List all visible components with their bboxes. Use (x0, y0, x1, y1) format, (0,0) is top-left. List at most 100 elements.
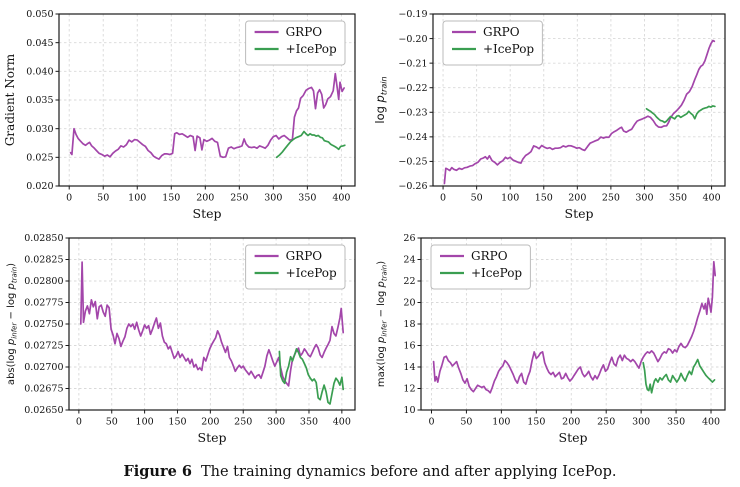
x-axis-label: Step (559, 430, 588, 445)
plot-border (68, 237, 356, 411)
y-tick-label: 22 (403, 276, 415, 287)
y-tick-label: 0.035 (26, 95, 53, 106)
y-axis-label-segment: p (376, 281, 387, 288)
y-axis-label-segment: abs(log (6, 345, 17, 385)
y-axis-label: log ptrain (373, 76, 389, 123)
plot-border (420, 237, 726, 411)
y-tick-label: 0.030 (26, 124, 53, 135)
charts-grid: 0 50 100 150 200 250 300 350 400 0.020 0.025 0.030 0… (0, 6, 726, 454)
figure-caption: Figure 6 The training dynamics before and… (0, 463, 740, 480)
x-tick-label: 300 (264, 193, 282, 204)
y-tick-label: 18 (403, 319, 415, 330)
x-tick-label: 150 (527, 417, 545, 428)
y-axis-label-segment: ) (376, 261, 387, 265)
legend-label-icepop: +IcePop (286, 266, 337, 280)
x-tick-label: 0 (440, 193, 446, 204)
x-axis-label: Step (565, 206, 594, 221)
y-tick-label: −0.23 (398, 107, 427, 118)
y-axis-label-segment: infer (381, 319, 389, 336)
y-tick-label: 26 (403, 233, 415, 244)
chart-max-logprob-diff: 0 50 100 150 200 250 300 350 400 10 12 14 16 18 20 22 24… (376, 233, 726, 445)
x-tick-label: 100 (492, 417, 510, 428)
y-tick-label: 0.02850 (24, 233, 63, 244)
y-axis-label-segment: p (6, 283, 17, 290)
y-axis-label-segment: train (11, 267, 19, 283)
x-tick-label: 400 (332, 193, 350, 204)
x-tick-label: 50 (97, 193, 109, 204)
x-tick-label: 50 (460, 417, 472, 428)
legend-label-icepop: +IcePop (483, 42, 534, 56)
y-tick-label: −0.24 (398, 132, 427, 143)
legend-label-grpo: GRPO (286, 249, 323, 263)
series-line-grpo (79, 261, 345, 387)
x-tick-label: 350 (667, 417, 685, 428)
x-tick-label: 350 (300, 417, 318, 428)
chart-cell-abs-logprob-diff: 0 50 100 150 200 250 300 350 400 0.02650 0.02675 0.… (0, 230, 370, 454)
x-tick-label: 100 (501, 193, 519, 204)
x-tick-label: 400 (702, 417, 720, 428)
y-tick-label: 0.02725 (24, 341, 63, 352)
x-tick-label: 200 (568, 193, 586, 204)
y-tick-label: 24 (403, 255, 415, 266)
x-tick-label: 200 (196, 193, 214, 204)
legend-label-grpo: GRPO (471, 249, 508, 263)
x-axis-label: Step (198, 430, 227, 445)
legend-label-icepop: +IcePop (286, 42, 337, 56)
x-tick-label: 50 (471, 193, 483, 204)
x-axis-label: Step (193, 206, 222, 221)
y-tick-label: 0.040 (26, 67, 53, 78)
y-axis-label-segment: Gradient Norm (3, 53, 17, 146)
x-tick-label: 400 (703, 193, 721, 204)
x-tick-label: 100 (136, 417, 154, 428)
y-tick-label: −0.26 (398, 181, 427, 192)
chart-cell-gradient-norm: 0 50 100 150 200 250 300 350 400 0.020 0.025 0.030 0… (0, 6, 370, 230)
chart-log-p-train: 0 50 100 150 200 250 300 350 400 −0.26 −0.25 −0.24 −… (373, 9, 726, 221)
y-tick-label: −0.25 (398, 157, 427, 168)
y-axis-label-segment: ) (6, 263, 17, 267)
x-tick-label: 0 (76, 417, 82, 428)
series-line-icepop (275, 130, 346, 159)
y-tick-label: 0.020 (26, 181, 53, 192)
y-axis-label-segment: p (373, 95, 387, 103)
y-tick-label: 0.050 (26, 9, 53, 20)
legend-label-grpo: GRPO (286, 25, 323, 39)
y-tick-label: 0.045 (26, 38, 53, 49)
y-axis-label-segment: p (376, 337, 387, 344)
series-line-grpo (69, 72, 345, 160)
chart-abs-logprob-diff: 0 50 100 150 200 250 300 350 400 0.02650 0.02675 0.… (6, 233, 356, 445)
x-tick-label: 250 (230, 193, 248, 204)
x-tick-label: 150 (168, 417, 186, 428)
plot-border (432, 13, 726, 187)
y-tick-label: 12 (403, 384, 415, 395)
y-tick-label: 0.02675 (24, 384, 63, 395)
x-tick-label: 250 (234, 417, 252, 428)
x-tick-label: 200 (201, 417, 219, 428)
y-tick-label: −0.21 (398, 58, 427, 69)
plot-border (58, 13, 356, 187)
y-tick-label: 0.02750 (24, 319, 63, 330)
x-tick-label: 250 (602, 193, 620, 204)
y-axis-label-segment: max(log (376, 343, 387, 387)
series-line-grpo (432, 260, 717, 394)
x-tick-label: 150 (535, 193, 553, 204)
figure-caption-text: The training dynamics before and after a… (200, 464, 617, 480)
x-tick-label: 300 (635, 193, 653, 204)
x-tick-label: 200 (562, 417, 580, 428)
series-line-icepop (278, 348, 345, 405)
y-tick-label: 0.02775 (24, 298, 63, 309)
chart-gradient-norm: 0 50 100 150 200 250 300 350 400 0.020 0.025 0.030 0… (3, 9, 356, 221)
x-tick-label: 300 (632, 417, 650, 428)
y-tick-label: −0.19 (398, 9, 427, 20)
legend-label-grpo: GRPO (483, 25, 520, 39)
y-axis-label-segment: train (381, 265, 389, 281)
x-tick-label: 300 (267, 417, 285, 428)
y-axis-label-segment: log (373, 102, 387, 123)
series-line-icepop (642, 358, 716, 394)
series-line-grpo (443, 39, 716, 185)
series-line-icepop (645, 105, 716, 124)
y-tick-label: 14 (403, 362, 415, 373)
y-tick-label: 0.02650 (24, 405, 63, 416)
x-tick-label: 350 (669, 193, 687, 204)
y-tick-label: 0.02825 (24, 255, 63, 266)
